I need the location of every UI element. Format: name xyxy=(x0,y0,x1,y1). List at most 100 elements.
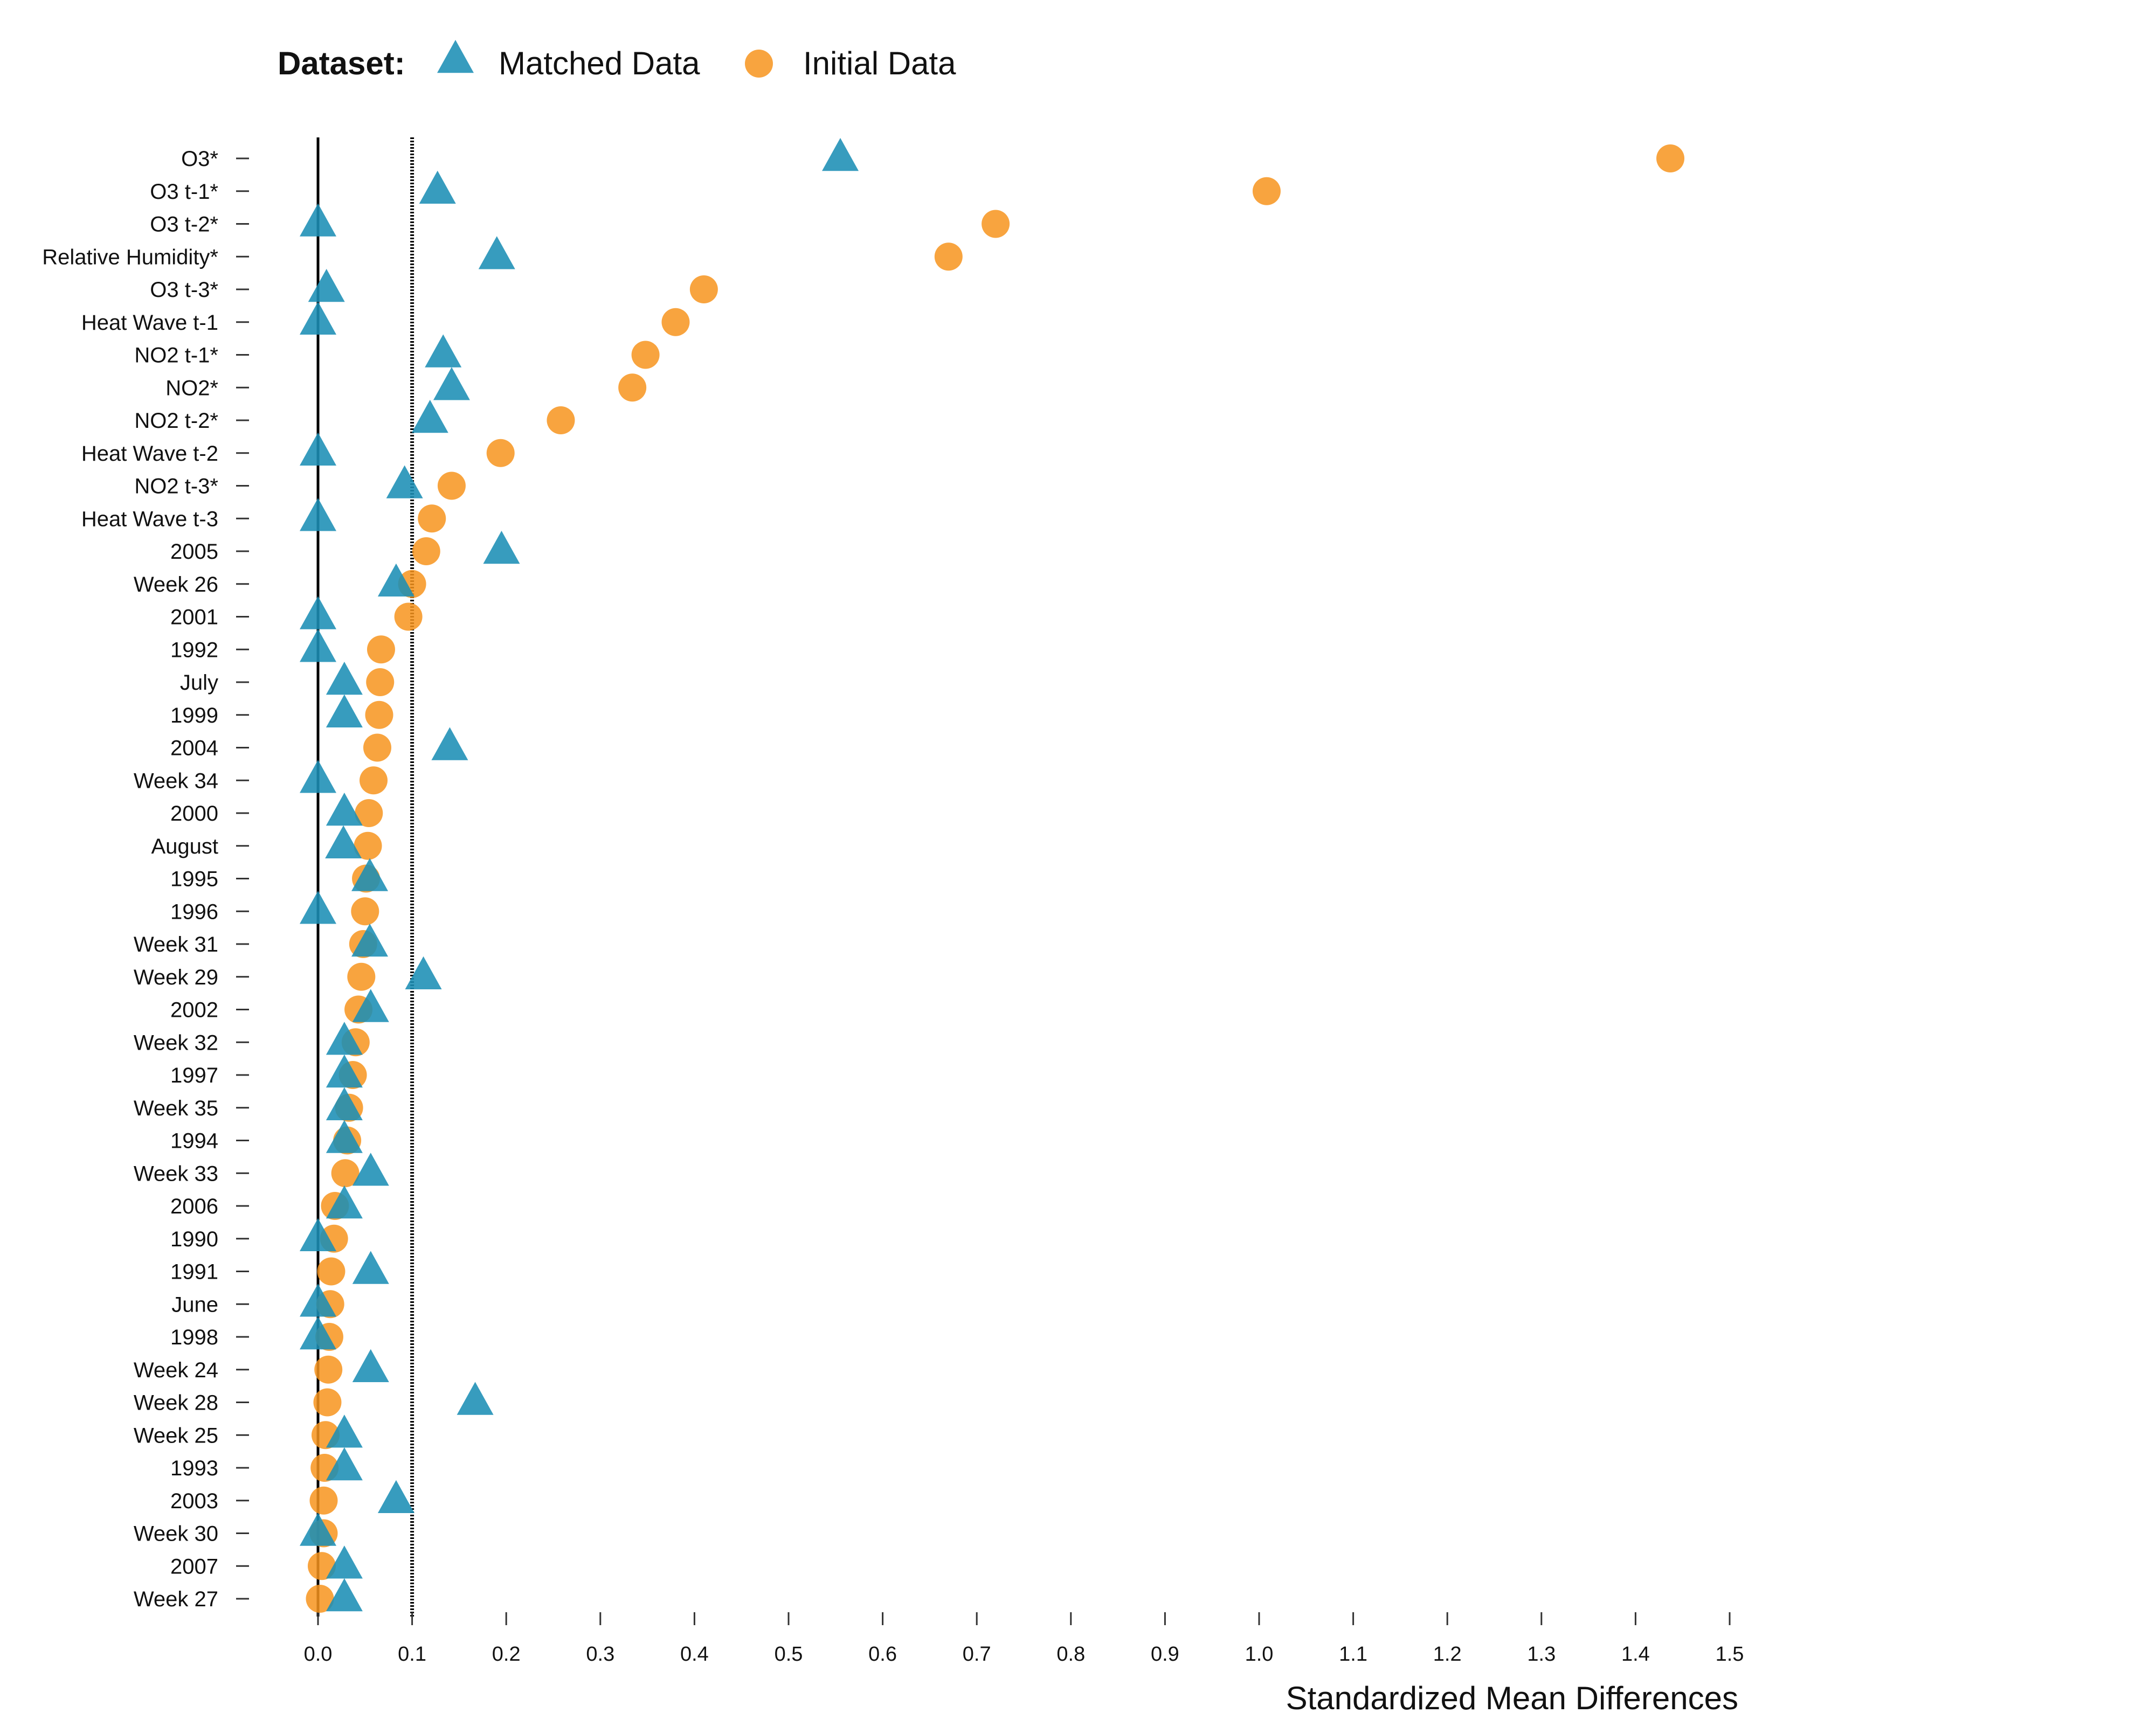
y-tick-label: 2000 xyxy=(170,802,218,826)
matched-data-point xyxy=(326,1578,363,1612)
matched-data-point xyxy=(478,236,515,269)
matched-data-point xyxy=(352,989,389,1022)
matched-data-point xyxy=(377,563,414,597)
matched-data-point xyxy=(483,531,520,564)
x-tick-label: 1.1 xyxy=(1339,1643,1367,1666)
y-tick-label: O3* xyxy=(181,147,218,171)
y-tick-label: Week 25 xyxy=(134,1424,218,1447)
y-tick-label: June xyxy=(171,1293,218,1316)
initial-data-point xyxy=(331,1159,360,1188)
x-tick-label: 0.5 xyxy=(775,1643,803,1666)
x-tick-label: 0.8 xyxy=(1056,1643,1085,1666)
y-tick-label: Week 34 xyxy=(134,769,218,793)
matched-data-point xyxy=(352,1251,389,1284)
x-tick-label: 0.9 xyxy=(1151,1643,1179,1666)
matched-data-points xyxy=(300,138,859,1612)
matched-data-point xyxy=(326,1087,363,1121)
matched-data-point xyxy=(377,1480,414,1514)
legend-matched-label: Matched Data xyxy=(499,45,700,81)
initial-data-point xyxy=(365,700,393,729)
initial-data-point xyxy=(367,635,395,664)
matched-data-point xyxy=(352,1153,389,1186)
y-tick-label: 1990 xyxy=(170,1227,218,1251)
matched-data-point xyxy=(300,1316,336,1350)
y-tick-label: 2004 xyxy=(170,737,218,760)
matched-data-point xyxy=(326,793,363,826)
y-tick-label: NO2 t-1* xyxy=(134,344,218,367)
initial-data-point xyxy=(307,1552,336,1580)
matched-data-point xyxy=(326,1545,363,1579)
initial-data-point xyxy=(412,537,440,565)
initial-data-point xyxy=(547,406,575,434)
legend-title: Dataset: xyxy=(278,45,405,81)
y-tick-label: NO2 t-2* xyxy=(134,409,218,433)
initial-data-point xyxy=(631,341,660,369)
initial-data-point xyxy=(1252,177,1281,205)
initial-data-point xyxy=(661,308,690,336)
matched-data-point xyxy=(300,498,336,531)
y-tick-label: 2007 xyxy=(170,1555,218,1578)
x-axis-title: Standardized Mean Differences xyxy=(1286,1680,1738,1716)
initial-data-point xyxy=(934,242,963,271)
matched-data-point xyxy=(300,301,336,335)
matched-data-point xyxy=(300,203,336,237)
x-axis: 0.0 0.1 0.2 0.3 0.4 0.5 0.6 0.7 0.8 0.9 1.0 1.1 1.2 1… xyxy=(304,1612,1744,1666)
matched-data-point xyxy=(300,1513,336,1546)
y-tick-label: 1997 xyxy=(170,1064,218,1087)
y-tick-label: NO2* xyxy=(165,376,218,400)
y-tick-label: Week 27 xyxy=(134,1587,218,1611)
initial-data-point xyxy=(982,210,1010,238)
matched-data-point xyxy=(822,138,859,171)
y-tick-label: 1996 xyxy=(170,900,218,924)
matched-data-point xyxy=(326,1120,363,1153)
matched-data-point xyxy=(405,956,442,990)
y-tick-label: 1991 xyxy=(170,1260,218,1284)
y-tick-label: Relative Humidity* xyxy=(42,245,218,269)
matched-data-point xyxy=(457,1382,494,1415)
legend-matched-marker xyxy=(437,40,474,73)
matched-data-point xyxy=(326,1447,363,1481)
matched-data-point xyxy=(351,924,389,957)
matched-data-point xyxy=(419,170,456,204)
initial-data-point xyxy=(360,766,388,795)
matched-data-point xyxy=(326,1185,363,1219)
matched-data-point xyxy=(300,1218,336,1252)
y-tick-label: Week 31 xyxy=(134,933,218,956)
initial-data-point xyxy=(309,1486,338,1515)
x-tick-label: 0.1 xyxy=(398,1643,426,1666)
x-tick-label: 1.5 xyxy=(1716,1643,1744,1666)
matched-data-point xyxy=(300,760,336,793)
y-tick-label: August xyxy=(151,835,218,858)
matched-data-point xyxy=(300,891,336,924)
matched-data-point xyxy=(326,694,363,728)
y-tick-label: Week 33 xyxy=(134,1162,218,1185)
y-tick-label: NO2 t-3* xyxy=(134,475,218,498)
x-tick-label: 0.7 xyxy=(963,1643,991,1666)
y-tick-label: 1999 xyxy=(170,704,218,727)
initial-data-point xyxy=(347,962,376,991)
initial-data-point xyxy=(394,602,423,631)
x-tick-label: 0.3 xyxy=(586,1643,614,1666)
x-tick-label: 0.0 xyxy=(304,1643,333,1666)
y-tick-label: O3 t-1* xyxy=(150,180,218,204)
matched-data-point xyxy=(325,825,362,859)
x-tick-label: 0.4 xyxy=(680,1643,709,1666)
matched-data-point xyxy=(326,1055,363,1088)
initial-data-points xyxy=(306,144,1685,1613)
y-tick-label: Week 24 xyxy=(134,1358,218,1382)
matched-data-point xyxy=(411,400,448,433)
x-tick-label: 0.2 xyxy=(492,1643,521,1666)
y-tick-label: Week 30 xyxy=(134,1522,218,1546)
y-tick-label: Heat Wave t-3 xyxy=(81,507,218,531)
matched-data-point xyxy=(386,465,423,498)
matched-data-point xyxy=(433,367,470,400)
initial-data-point xyxy=(363,733,391,762)
initial-data-point xyxy=(317,1257,345,1286)
initial-data-point xyxy=(314,1355,343,1384)
matched-data-point xyxy=(300,1284,336,1317)
y-tick-label: Heat Wave t-2 xyxy=(81,442,218,466)
y-tick-label: July xyxy=(180,671,218,695)
y-tick-label: O3 t-2* xyxy=(150,213,218,237)
